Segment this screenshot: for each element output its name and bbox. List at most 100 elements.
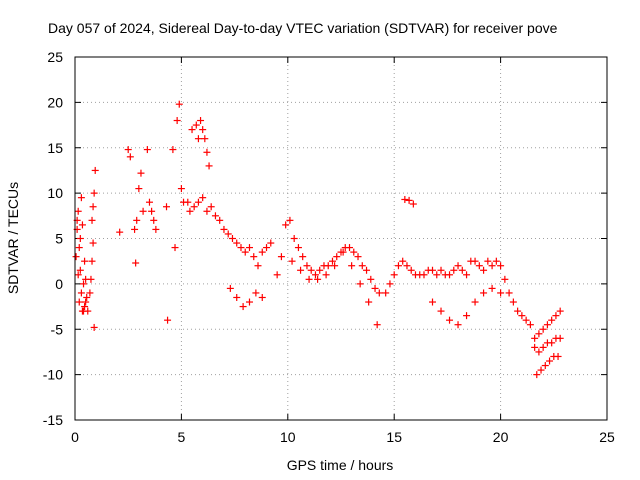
data-point (233, 239, 241, 247)
data-point (454, 262, 462, 270)
data-point (288, 257, 296, 265)
data-point (233, 293, 241, 301)
data-point (81, 303, 89, 311)
data-point (252, 289, 260, 297)
data-point (91, 166, 99, 174)
data-point (548, 316, 556, 324)
data-point (254, 262, 262, 270)
data-point (186, 207, 194, 215)
data-point (539, 343, 547, 351)
data-point (135, 185, 143, 193)
series-early-arcs (72, 166, 99, 331)
data-point (77, 289, 85, 297)
data-point (501, 275, 509, 283)
data-point (526, 321, 534, 329)
data-point (258, 248, 266, 256)
data-point (365, 298, 373, 306)
data-point (132, 259, 140, 267)
data-point (75, 244, 83, 252)
data-point (237, 244, 245, 252)
data-point (471, 298, 479, 306)
data-point (437, 307, 445, 315)
data-point (90, 189, 98, 197)
data-point (492, 257, 500, 265)
data-point (484, 257, 492, 265)
data-point (471, 257, 479, 265)
data-point (75, 298, 83, 306)
data-point (169, 146, 177, 154)
x-tick-label: 0 (71, 429, 79, 445)
data-point (201, 135, 209, 143)
data-point (537, 366, 545, 374)
data-point (258, 293, 266, 301)
data-point (190, 203, 198, 211)
data-point (290, 235, 298, 242)
data-point (556, 307, 564, 315)
data-point (401, 195, 409, 203)
data-point (420, 271, 428, 279)
data-point (89, 239, 97, 247)
x-tick-label: 10 (280, 429, 296, 445)
data-point (150, 216, 158, 224)
data-point (390, 271, 398, 279)
data-point (497, 289, 505, 297)
data-point (446, 271, 454, 279)
data-point (546, 357, 554, 365)
data-point (239, 303, 247, 311)
data-point (356, 280, 364, 288)
data-point (273, 271, 281, 279)
data-point (143, 146, 151, 154)
data-point (173, 117, 181, 125)
data-point (81, 257, 89, 265)
data-point (83, 293, 91, 301)
data-point (539, 325, 547, 333)
data-point (488, 284, 496, 292)
x-axis-label: GPS time / hours (287, 457, 394, 473)
data-point (354, 253, 362, 261)
data-point (177, 185, 185, 193)
data-point (307, 266, 315, 274)
data-point (303, 262, 311, 270)
data-point (375, 289, 383, 297)
data-point (74, 271, 82, 279)
data-point (175, 100, 183, 108)
data-point (328, 257, 336, 265)
data-point (394, 262, 402, 270)
data-point (267, 239, 275, 247)
data-point (80, 280, 88, 288)
data-point (480, 266, 488, 274)
data-point (211, 212, 219, 220)
data-points-layer (72, 100, 564, 379)
data-point (88, 257, 96, 265)
x-tick-label: 15 (386, 429, 402, 445)
data-point (286, 216, 294, 224)
data-point (316, 266, 324, 274)
data-point (90, 323, 98, 331)
data-point (367, 275, 375, 283)
y-tick-label: -5 (51, 321, 64, 337)
data-point (192, 121, 200, 129)
y-tick-label: 25 (47, 49, 63, 65)
data-point (139, 207, 147, 215)
ticks-layer: 0 5 10 15 20 25 -15 -10 -5 0 5 10 15 20 25 (43, 49, 615, 445)
data-point (407, 266, 415, 274)
data-point (454, 321, 462, 329)
data-point (88, 216, 96, 224)
data-point (199, 126, 207, 134)
data-point (137, 169, 145, 177)
data-point (475, 262, 483, 270)
data-point (533, 371, 541, 379)
data-point (535, 330, 543, 338)
data-point (463, 312, 471, 320)
data-point (314, 275, 322, 283)
data-point (371, 284, 379, 292)
data-point (450, 266, 458, 274)
data-point (76, 266, 84, 274)
data-point (124, 146, 132, 154)
data-point (554, 352, 562, 360)
data-point (403, 262, 411, 270)
data-point (333, 253, 341, 261)
data-point (518, 312, 526, 320)
data-point (224, 230, 232, 238)
data-point (116, 228, 124, 236)
